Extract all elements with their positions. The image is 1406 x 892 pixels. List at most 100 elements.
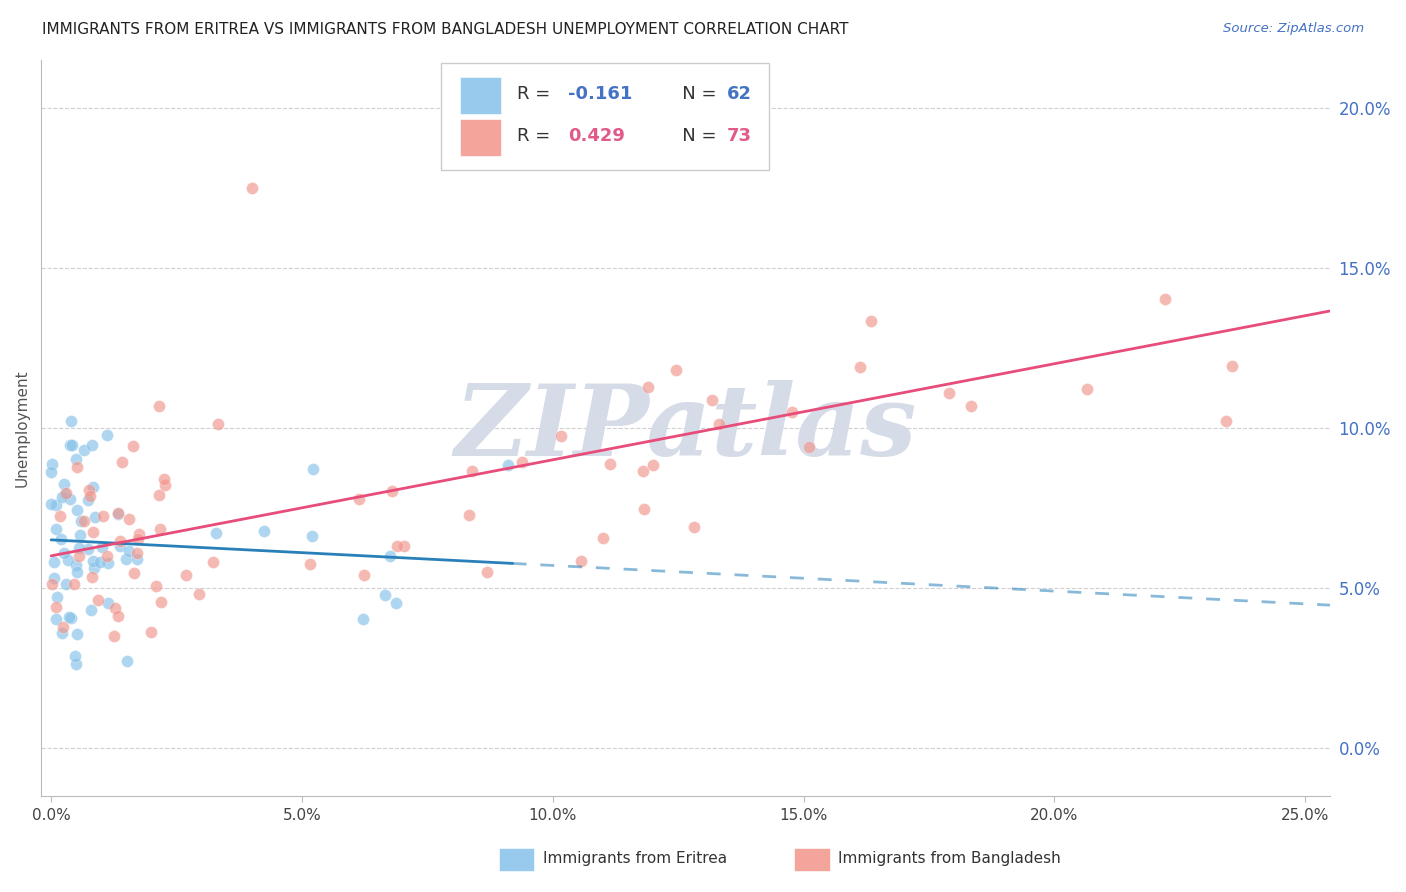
Point — [41, 457, 63, 471]
Y-axis label: Unemployment: Unemployment — [15, 369, 30, 487]
Text: ZIPatlas: ZIPatlas — [454, 379, 917, 476]
Point — [44, 599, 66, 614]
Point — [707, 417, 730, 432]
Point — [1215, 414, 1237, 428]
Point — [1154, 292, 1177, 306]
Point — [65, 558, 87, 573]
Point — [107, 507, 129, 521]
Point — [73, 443, 96, 458]
Point — [59, 438, 82, 452]
Text: IMMIGRANTS FROM ERITREA VS IMMIGRANTS FROM BANGLADESH UNEMPLOYMENT CORRELATION C: IMMIGRANTS FROM ERITREA VS IMMIGRANTS FR… — [42, 22, 849, 37]
Point — [53, 476, 76, 491]
Text: N =: N = — [665, 127, 723, 145]
Point — [633, 464, 655, 478]
Point — [97, 557, 120, 571]
Text: Source: ZipAtlas.com: Source: ZipAtlas.com — [1223, 22, 1364, 36]
Point — [83, 560, 105, 574]
Point — [938, 386, 960, 401]
Point — [145, 579, 167, 593]
Point — [188, 587, 211, 601]
FancyBboxPatch shape — [460, 119, 502, 156]
Point — [97, 596, 120, 610]
Point — [60, 438, 83, 452]
Point — [69, 528, 91, 542]
Point — [60, 611, 83, 625]
Point — [96, 428, 118, 442]
Point — [55, 577, 77, 591]
Point — [592, 531, 614, 545]
Point — [39, 465, 62, 479]
Point — [46, 591, 69, 605]
Point — [49, 508, 72, 523]
Point — [51, 625, 73, 640]
Point — [90, 541, 112, 555]
Point — [148, 399, 170, 413]
Point — [683, 520, 706, 534]
Point — [65, 657, 87, 671]
Point — [66, 459, 89, 474]
Point — [204, 526, 226, 541]
Point — [252, 524, 274, 538]
Point — [797, 440, 820, 454]
Point — [108, 533, 131, 548]
Point — [42, 571, 65, 585]
Point — [385, 596, 408, 610]
Point — [149, 522, 172, 536]
Point — [461, 465, 484, 479]
Point — [240, 180, 263, 194]
Point — [127, 533, 149, 547]
Text: Immigrants from Bangladesh: Immigrants from Bangladesh — [838, 852, 1060, 866]
Point — [381, 483, 404, 498]
Point — [510, 455, 533, 469]
Point — [115, 552, 138, 566]
Point — [53, 487, 76, 501]
Point — [70, 514, 93, 528]
Point — [58, 609, 80, 624]
Point — [353, 567, 375, 582]
Point — [111, 454, 134, 468]
Point — [77, 492, 100, 507]
FancyBboxPatch shape — [440, 63, 769, 170]
Point — [643, 458, 665, 472]
Point — [59, 492, 82, 507]
Point — [42, 555, 65, 569]
Point — [82, 438, 104, 452]
Point — [496, 458, 519, 472]
Point — [475, 565, 498, 579]
Point — [387, 539, 409, 553]
Point — [352, 612, 374, 626]
Point — [347, 491, 370, 506]
Point — [45, 612, 67, 626]
Point — [52, 620, 75, 634]
Point — [39, 497, 62, 511]
Point — [45, 498, 67, 512]
Point — [66, 627, 89, 641]
Point — [301, 529, 323, 543]
Point — [82, 525, 104, 540]
Point — [139, 625, 162, 640]
Point — [700, 393, 723, 408]
Point — [118, 512, 141, 526]
Point — [67, 541, 90, 556]
Point — [66, 565, 89, 579]
Point — [84, 509, 107, 524]
Point — [959, 400, 981, 414]
Point — [89, 555, 111, 569]
Point — [207, 417, 229, 431]
Point — [77, 483, 100, 497]
Point — [103, 629, 125, 643]
Point — [80, 603, 103, 617]
Point — [45, 522, 67, 536]
Point — [82, 554, 104, 568]
Point — [73, 514, 96, 528]
Point — [148, 488, 170, 502]
Point — [859, 314, 882, 328]
Text: 62: 62 — [727, 85, 752, 103]
Point — [96, 549, 118, 564]
Point — [107, 506, 129, 520]
Text: 0.429: 0.429 — [568, 127, 626, 145]
Point — [124, 566, 146, 580]
Point — [52, 546, 75, 560]
Point — [152, 472, 174, 486]
Point — [58, 553, 80, 567]
